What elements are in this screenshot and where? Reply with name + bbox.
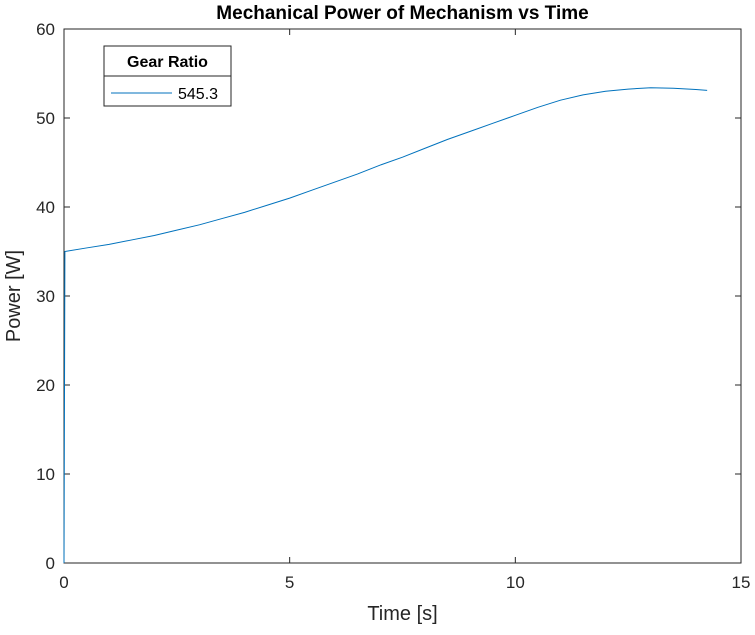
x-axis: 0 5 10 15 [59, 29, 750, 592]
chart-title: Mechanical Power of Mechanism vs Time [216, 3, 588, 24]
series-line-0 [63, 87, 708, 564]
y-tick-label: 0 [46, 554, 55, 573]
plot-area: 0 5 10 15 0 10 20 30 40 50 60 [36, 20, 750, 592]
y-tick-label: 30 [36, 287, 55, 306]
y-tick-label: 50 [36, 109, 55, 128]
y-tick-label: 20 [36, 376, 55, 395]
y-axis-label: Power [W] [3, 250, 25, 342]
y-tick-label: 60 [36, 20, 55, 39]
x-tick-label: 5 [285, 573, 294, 592]
series-layer [63, 87, 708, 564]
x-axis-label: Time [s] [367, 603, 437, 625]
y-tick-label: 40 [36, 198, 55, 217]
y-tick-label: 10 [36, 465, 55, 484]
legend-title: Gear Ratio [127, 54, 208, 71]
y-axis: 0 10 20 30 40 50 60 [36, 20, 741, 573]
x-tick-label: 0 [59, 573, 68, 592]
legend: Gear Ratio 545.3 [103, 45, 232, 107]
x-tick-label: 10 [506, 573, 525, 592]
legend-entry-label: 545.3 [178, 86, 218, 103]
axes-box [63, 28, 742, 564]
x-tick-label: 15 [732, 573, 751, 592]
